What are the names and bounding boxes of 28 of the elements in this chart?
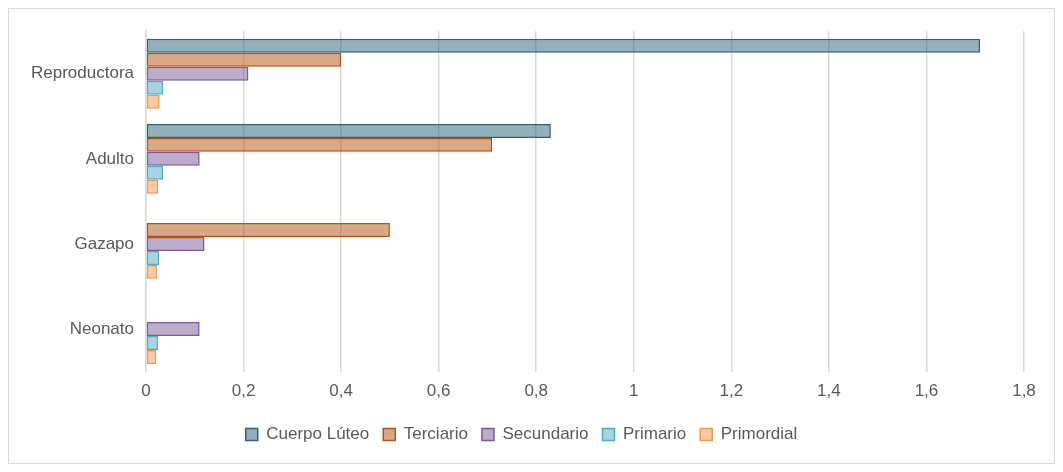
x-tick-label: 1,8 (1012, 381, 1036, 401)
y-tick-label: Reproductora (30, 63, 135, 83)
legend-label: Primordial (720, 424, 798, 444)
bar (146, 137, 493, 152)
x-tick-label: 0,8 (524, 381, 549, 401)
bar (146, 151, 200, 166)
bar (146, 66, 249, 81)
legend-label: Primario (622, 424, 687, 444)
y-tick-label: Adulto (85, 148, 134, 168)
bar (146, 322, 200, 337)
x-tick-label: 0,2 (231, 381, 256, 401)
bar (146, 123, 551, 138)
x-tick-label: 0,4 (329, 381, 353, 401)
bar (146, 52, 342, 67)
legend-label: Secundario (502, 424, 589, 444)
x-tick-label: 0 (141, 381, 151, 401)
legend-label: Cuerpo Lúteo (266, 424, 370, 444)
x-tick-label: 1,2 (719, 381, 744, 401)
bar (146, 236, 205, 251)
bar (146, 223, 390, 237)
x-tick-label: 1,4 (817, 381, 841, 401)
x-tick-label: 1 (629, 381, 639, 401)
x-tick-label: 1,6 (914, 381, 939, 401)
y-tick-label: Neonato (69, 318, 134, 338)
bar (146, 38, 981, 53)
legend-label: Terciario (403, 424, 468, 444)
y-tick-label: Gazapo (74, 233, 134, 253)
x-tick-label: 0,6 (426, 381, 451, 401)
